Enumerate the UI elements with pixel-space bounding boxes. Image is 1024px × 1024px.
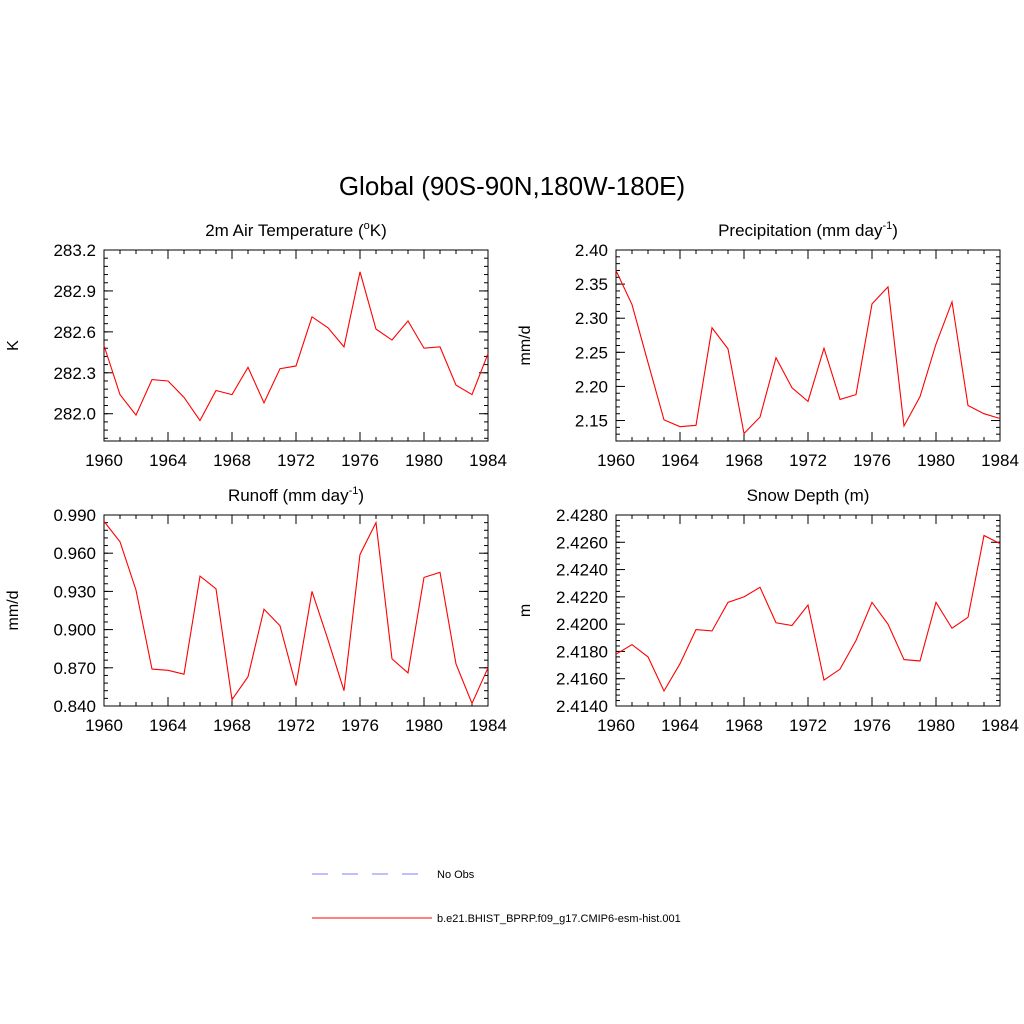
temperature-x-tick-label: 1960 [85,451,123,470]
runoff-x-tick-label: 1972 [277,716,315,735]
snow-depth-y-tick-label: 2.4200 [556,615,608,634]
precipitation-y-tick-label: 2.20 [575,377,608,396]
runoff-x-tick-label: 1964 [149,716,187,735]
precipitation-x-tick-label: 1964 [661,451,699,470]
temperature-y-tick-label: 283.2 [53,241,96,260]
runoff-x-tick-label: 1976 [341,716,379,735]
precipitation-x-tick-label: 1972 [789,451,827,470]
temperature-x-tick-label: 1980 [405,451,443,470]
runoff-x-tick-label: 1980 [405,716,443,735]
legend: No Obs b.e21.BHIST_BPRP.f09_g17.CMIP6-es… [312,869,681,925]
precipitation-x-tick-label: 1984 [981,451,1019,470]
snow-depth-x-tick-label: 1960 [597,716,635,735]
temperature-chart-title: 2m Air Temperature (oK) [205,220,387,240]
runoff-y-tick-label: 0.900 [53,621,96,640]
temperature-y-tick-label: 282.9 [53,282,96,301]
snow-depth-x-tick-label: 1976 [853,716,891,735]
precipitation-y-axis-label: mm/d [517,326,534,366]
precipitation-y-tick-label: 2.35 [575,275,608,294]
snow-depth-y-tick-label: 2.4160 [556,670,608,689]
temperature-x-tick-label: 1972 [277,451,315,470]
snow-depth-y-tick-label: 2.4220 [556,588,608,607]
temperature-x-tick-label: 1964 [149,451,187,470]
runoff-plot-frame [103,514,489,707]
snow-depth-y-tick-label: 2.4240 [556,561,608,580]
temperature-x-tick-label: 1968 [213,451,251,470]
temperature-y-axis-label: K [5,340,22,351]
runoff-x-tick-label: 1968 [213,716,251,735]
snow-depth-y-tick-label: 2.4140 [556,697,608,716]
snow-depth-panel: Snow Depth (m) m 2.4140 2.4160 2.4180 2.4200 2… [517,486,1019,735]
precipitation-y-tick-label: 2.25 [575,343,608,362]
runoff-y-tick-label: 0.990 [53,506,96,525]
precipitation-x-tick-label: 1976 [853,451,891,470]
precipitation-y-tick-label: 2.15 [575,412,608,431]
snow-depth-y-axis-label: m [517,604,534,617]
snow-depth-y-tick-label: 2.4180 [556,642,608,661]
runoff-y-tick-label: 0.870 [53,659,96,678]
temperature-panel: 2m Air Temperature (oK) K 282.0 282.3 282.6 2… [5,220,507,470]
snow-depth-chart-title: Snow Depth (m) [747,486,870,505]
runoff-y-tick-label: 0.960 [53,544,96,563]
legend-model-label: b.e21.BHIST_BPRP.f09_g17.CMIP6-esm-hist.… [437,913,681,925]
snow-depth-x-tick-label: 1972 [789,716,827,735]
precipitation-plot-frame [615,249,1001,442]
temperature-y-tick-label: 282.6 [53,323,96,342]
snow-depth-x-tick-label: 1984 [981,716,1019,735]
temperature-x-tick-label: 1984 [469,451,507,470]
temperature-plot-frame [103,249,489,442]
snow-depth-x-tick-label: 1968 [725,716,763,735]
snow-depth-x-tick-label: 1980 [917,716,955,735]
runoff-y-tick-label: 0.840 [53,697,96,716]
runoff-y-axis-label: mm/d [5,591,22,631]
precipitation-series-line [615,270,1001,435]
runoff-x-tick-label: 1984 [469,716,507,735]
runoff-y-tick-label: 0.930 [53,582,96,601]
precipitation-chart-title: Precipitation (mm day-1) [718,220,898,240]
precipitation-y-tick-label: 2.40 [575,241,608,260]
precipitation-y-tick-label: 2.30 [575,309,608,328]
runoff-chart-title: Runoff (mm day-1) [228,485,364,505]
temperature-series-line [103,271,489,422]
precipitation-x-tick-label: 1960 [597,451,635,470]
snow-depth-y-tick-label: 2.4280 [556,506,608,525]
legend-obs-label: No Obs [437,869,475,881]
precipitation-panel: Precipitation (mm day-1) mm/d 2.15 2.20 2.25… [517,220,1019,470]
page-title: Global (90S-90N,180W-180E) [339,171,685,201]
runoff-series-line [103,520,489,705]
snow-depth-y-tick-label: 2.4260 [556,533,608,552]
temperature-y-tick-label: 282.3 [53,364,96,383]
snow-depth-series-line [615,534,1001,693]
runoff-panel: Runoff (mm day-1) mm/d 0.840 0.870 0.900 0.93… [5,485,507,735]
temperature-x-tick-label: 1976 [341,451,379,470]
runoff-x-tick-label: 1960 [85,716,123,735]
precipitation-x-tick-label: 1968 [725,451,763,470]
temperature-y-tick-label: 282.0 [53,405,96,424]
snow-depth-plot-frame [615,514,1001,707]
snow-depth-x-tick-label: 1964 [661,716,699,735]
precipitation-x-tick-label: 1980 [917,451,955,470]
